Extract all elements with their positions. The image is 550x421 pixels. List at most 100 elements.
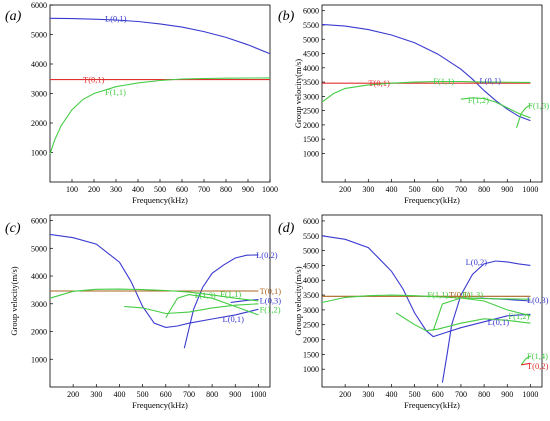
x-tick-label-2-0: 200	[67, 390, 79, 399]
y-tick-label-0-3: 4000	[31, 60, 47, 69]
x-tick-label-1-5: 700	[455, 185, 467, 194]
x-tick-label-3-1: 300	[362, 390, 374, 399]
series-line-2-6	[165, 294, 259, 318]
x-tick-label-0-4: 500	[154, 185, 166, 194]
y-tick-label-3-5: 3500	[303, 291, 319, 300]
curve-label-2-0: L(0,2)	[256, 250, 278, 260]
y-tick-label-2-1: 2000	[31, 328, 47, 337]
y-tick-label-0-4: 5000	[31, 31, 47, 40]
y-tick-label-3-10: 6000	[303, 217, 319, 226]
panel-label-2: (c)	[5, 221, 21, 236]
x-tick-label-3-0: 200	[339, 390, 351, 399]
x-tick-label-0-6: 700	[198, 185, 210, 194]
curve-label-1-3: F(1,2)	[468, 95, 489, 105]
panel-label-1: (b)	[278, 9, 295, 24]
panel-label-0: (a)	[5, 9, 22, 24]
x-tick-label-2-3: 500	[137, 390, 149, 399]
curve-label-3-5: F(1,2)	[508, 311, 529, 321]
y-tick-label-1-1: 1500	[303, 135, 319, 144]
y-tick-label-3-6: 4000	[303, 276, 319, 285]
series-line-2-2	[230, 299, 259, 303]
curve-label-2-4: L(0,3)	[260, 295, 282, 305]
x-tick-label-0-5: 600	[176, 185, 188, 194]
x-tick-label-0-1: 200	[88, 185, 100, 194]
curve-label-0-0: L(0,1)	[105, 13, 127, 23]
x-tick-label-3-7: 900	[501, 390, 513, 399]
y-tick-label-3-2: 2000	[303, 336, 319, 345]
x-tick-label-0-3: 400	[132, 185, 144, 194]
y-tick-label-3-0: 1000	[303, 365, 319, 374]
y-tick-label-3-1: 1500	[303, 350, 319, 359]
x-tick-label-3-8: 1000	[522, 390, 538, 399]
curve-label-1-4: F(1,3)	[528, 100, 549, 110]
series-line-3-6	[432, 297, 531, 331]
y-tick-label-1-9: 5500	[303, 21, 319, 30]
curve-label-0-2: F(1,1)	[105, 87, 126, 97]
series-line-2-0	[49, 233, 259, 328]
y-axis-label-2: Group velocity(m/s)	[9, 266, 19, 335]
x-tick-label-1-6: 800	[478, 185, 490, 194]
y-tick-label-2-0: 1000	[31, 355, 47, 364]
x-tick-label-0-9: 1000	[262, 185, 278, 194]
plot-frame-0	[49, 4, 271, 183]
x-tick-label-1-2: 400	[385, 185, 397, 194]
curve-label-2-3: T(0,1)	[260, 286, 282, 296]
series-line-2-1	[183, 254, 259, 349]
y-tick-label-1-3: 2500	[303, 107, 319, 116]
curve-label-3-0: L(0,2)	[466, 257, 488, 267]
y-tick-label-0-2: 3000	[31, 90, 47, 99]
y-tick-label-1-0: 1000	[303, 149, 319, 158]
x-tick-label-0-8: 900	[242, 185, 254, 194]
y-tick-label-2-3: 4000	[31, 272, 47, 281]
y-tick-label-1-2: 2000	[303, 121, 319, 130]
curve-label-3-8: T(0,2)	[527, 361, 549, 371]
x-tick-label-0-7: 800	[220, 185, 232, 194]
x-axis-label-3: Frequency(kHz)	[404, 400, 460, 410]
y-tick-label-1-4: 3000	[303, 92, 319, 101]
y-tick-label-2-2: 3000	[31, 300, 47, 309]
x-axis-label-2: Frequency(kHz)	[132, 400, 188, 410]
series-line-1-0	[321, 23, 531, 122]
curve-label-3-4: L(0,3)	[527, 295, 549, 305]
x-axis-label-1: Frequency(kHz)	[404, 195, 460, 205]
y-tick-label-3-9: 5500	[303, 232, 319, 241]
x-tick-label-1-8: 1000	[522, 185, 538, 194]
series-line-3-7	[520, 355, 531, 366]
series-line-3-8	[521, 362, 531, 366]
curve-label-2-2: F(1,1)	[220, 289, 241, 299]
curve-label-2-1: F(1,3)	[195, 290, 216, 300]
y-tick-label-3-8: 5000	[303, 247, 319, 256]
x-tick-label-2-4: 600	[160, 390, 172, 399]
curve-label-0-1: T(0,1)	[83, 75, 105, 85]
x-tick-label-2-5: 700	[183, 390, 195, 399]
y-tick-label-3-4: 3000	[303, 306, 319, 315]
y-tick-label-0-5: 6000	[31, 1, 47, 10]
x-tick-label-0-0: 100	[66, 185, 78, 194]
x-tick-label-3-5: 700	[455, 390, 467, 399]
y-tick-label-2-4: 5000	[31, 244, 47, 253]
series-line-3-1	[441, 260, 531, 383]
series-line-0-2	[49, 77, 271, 155]
curve-label-1-0: T(0,1)	[368, 78, 390, 88]
x-tick-label-3-2: 400	[385, 390, 397, 399]
x-tick-label-0-2: 300	[110, 185, 122, 194]
y-tick-label-0-0: 1000	[31, 149, 47, 158]
y-tick-label-0-1: 2000	[31, 119, 47, 128]
series-line-3-4	[321, 294, 531, 304]
plot-frame-2	[49, 214, 271, 388]
curve-label-3-3: F(1,3)	[462, 289, 483, 299]
panel-label-3: (d)	[278, 221, 295, 236]
x-tick-label-2-6: 800	[206, 390, 218, 399]
curve-label-2-5: F(1,2)	[260, 304, 281, 314]
plot-frame-1	[321, 4, 543, 183]
y-axis-label-1: Group velocity(m/s)	[293, 59, 303, 128]
y-tick-label-3-7: 4500	[303, 261, 319, 270]
y-axis-label-3: Group velocity(m/s)	[293, 266, 303, 335]
x-tick-label-1-7: 900	[501, 185, 513, 194]
curve-label-3-7: F(1,4)	[527, 351, 548, 361]
y-tick-label-1-10: 6000	[303, 7, 319, 16]
curve-label-3-1: F(1,1)	[427, 289, 448, 299]
plot-frame-3	[321, 214, 543, 388]
